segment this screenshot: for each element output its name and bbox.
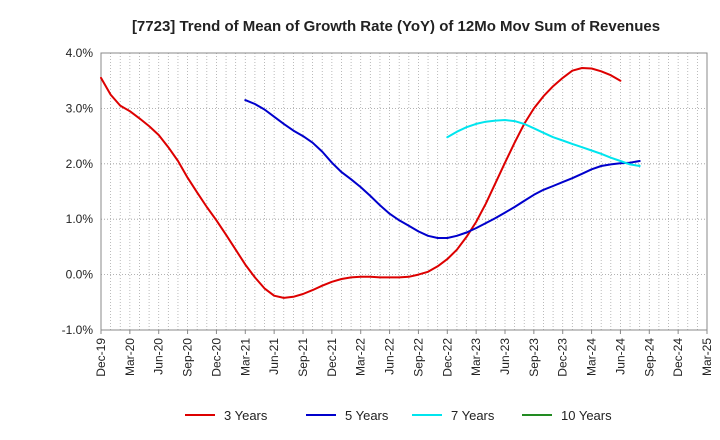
legend: 3 Years 5 Years 7 Years 10 Years <box>185 408 612 423</box>
x-tick-label: Dec-20 <box>209 338 223 377</box>
y-tick-label: 2.0% <box>66 157 94 171</box>
y-axis: 4.0% 3.0% 2.0% 1.0% 0.0% -1.0% <box>62 46 94 337</box>
x-tick-label: Jun-24 <box>613 338 627 375</box>
grid <box>101 53 707 330</box>
x-tick-label: Dec-19 <box>94 338 108 377</box>
x-tick-label: Sep-24 <box>642 338 656 377</box>
x-tick-label: Sep-21 <box>296 338 310 377</box>
x-tick-label: Dec-21 <box>325 338 339 377</box>
x-tick-label: Dec-22 <box>440 338 454 377</box>
legend-label: 7 Years <box>451 408 495 423</box>
legend-label: 10 Years <box>561 408 612 423</box>
x-tick-label: Mar-21 <box>238 338 252 376</box>
x-tick-label: Jun-21 <box>267 338 281 375</box>
series-line-7-years <box>446 119 641 167</box>
x-tick-label: Mar-22 <box>354 338 368 376</box>
y-tick-label: 0.0% <box>66 268 94 282</box>
y-tick-label: 4.0% <box>66 46 94 60</box>
series-line-3-years <box>100 67 622 299</box>
chart-title: [7723] Trend of Mean of Growth Rate (YoY… <box>132 18 660 35</box>
x-tick-label: Jun-20 <box>152 338 166 375</box>
x-tick-label: Sep-20 <box>181 338 195 377</box>
legend-label: 3 Years <box>224 408 268 423</box>
x-tick-label: Mar-20 <box>123 338 137 376</box>
x-tick-label: Dec-24 <box>671 338 685 377</box>
y-tick-label: -1.0% <box>62 323 94 337</box>
x-tick-label: Sep-23 <box>527 338 541 377</box>
x-tick-label: Jun-23 <box>498 338 512 375</box>
x-tick-label: Mar-25 <box>700 338 714 376</box>
series-line-5-years <box>244 99 641 239</box>
plot-area <box>100 52 708 331</box>
x-tick-label: Dec-23 <box>556 338 570 377</box>
x-axis: Dec-19 Mar-20 Jun-20 Sep-20 Dec-20 Mar-21 Jun-… <box>94 330 714 377</box>
x-tick-label: Mar-23 <box>469 338 483 376</box>
x-tick-label: Sep-22 <box>411 338 425 377</box>
y-tick-label: 3.0% <box>66 101 94 115</box>
series-group <box>100 67 641 299</box>
x-tick-label: Mar-24 <box>585 338 599 376</box>
y-tick-label: 1.0% <box>66 212 94 226</box>
legend-label: 5 Years <box>345 408 389 423</box>
x-tick-label: Jun-22 <box>383 338 397 375</box>
